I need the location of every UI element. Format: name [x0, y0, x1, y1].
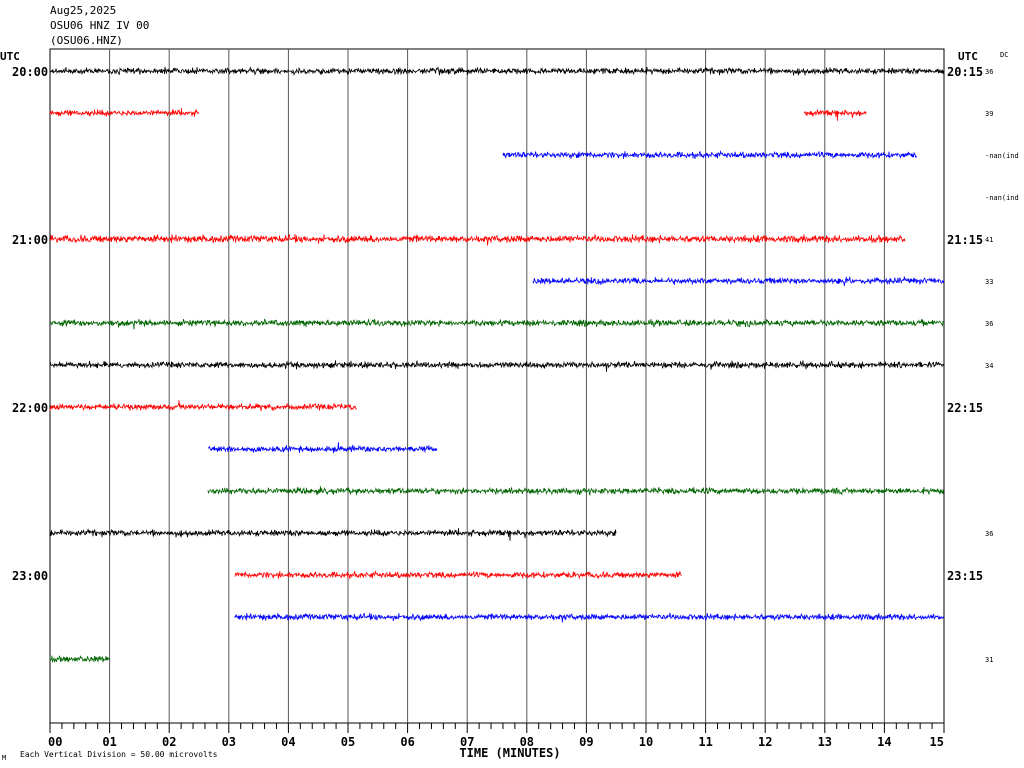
seismic-trace	[234, 570, 683, 580]
dc-value-label: 41	[985, 236, 993, 244]
footer-text: Each Vertical Division = 50.00 microvolt…	[20, 750, 218, 759]
seismic-trace	[234, 612, 945, 623]
right-hour-label: 22:15	[947, 401, 983, 415]
dc-value-label: 34	[985, 362, 993, 370]
footer-mark: M	[2, 754, 6, 762]
utc-right-label: UTC	[958, 50, 978, 63]
dc-value-label: -nan(ind	[985, 152, 1019, 160]
right-hour-label: 21:15	[947, 233, 983, 247]
seismic-trace	[207, 442, 438, 454]
x-tick-label: 10	[639, 735, 653, 749]
dc-value-label: 36	[985, 320, 993, 328]
dc-header-label: DC	[1000, 51, 1008, 59]
dc-value-label: -nan(ind	[985, 194, 1019, 202]
plot-channel: OSU06 HNZ IV 00	[50, 19, 150, 32]
x-tick-label: 03	[222, 735, 236, 749]
seismic-trace	[49, 108, 200, 117]
seismic-trace	[49, 359, 945, 372]
dc-value-label: 33	[985, 278, 993, 286]
x-tick-label: 09	[579, 735, 593, 749]
seismic-trace	[49, 66, 945, 76]
seismic-trace	[49, 528, 617, 541]
left-hour-label: 23:00	[12, 569, 48, 583]
x-tick-label: 01	[102, 735, 116, 749]
x-tick-label: 13	[818, 735, 832, 749]
left-hour-label: 21:00	[12, 233, 48, 247]
x-tick-label: 04	[281, 735, 295, 749]
seismic-trace	[49, 655, 110, 664]
x-tick-label: 07	[460, 735, 474, 749]
x-tick-label: 08	[520, 735, 534, 749]
seismic-trace	[49, 233, 906, 246]
seismic-trace	[49, 318, 945, 330]
x-tick-label: 14	[877, 735, 891, 749]
x-tick-label: 05	[341, 735, 355, 749]
dc-value-label: 36	[985, 530, 993, 538]
x-tick-label: 00	[48, 735, 62, 749]
dc-value-label: 31	[985, 656, 993, 664]
x-tick-label: 15	[930, 735, 944, 749]
seismic-trace	[207, 486, 945, 496]
left-hour-label: 22:00	[12, 401, 48, 415]
x-axis-title: TIME (MINUTES)	[459, 746, 560, 760]
right-hour-label: 23:15	[947, 569, 983, 583]
x-tick-label: 06	[400, 735, 414, 749]
left-hour-label: 20:00	[12, 65, 48, 79]
seismic-trace	[803, 109, 867, 121]
utc-left-label: UTC	[0, 50, 20, 63]
seismic-trace	[532, 275, 945, 287]
seismic-trace	[502, 150, 918, 160]
plot-station: (OSU06.HNZ)	[50, 34, 123, 47]
plot-frame	[49, 48, 945, 724]
dc-value-label: 39	[985, 110, 993, 118]
dc-value-label: 36	[985, 68, 993, 76]
right-hour-label: 20:15	[947, 65, 983, 79]
x-tick-label: 12	[758, 735, 772, 749]
seismic-trace	[49, 400, 357, 412]
plot-date: Aug25,2025	[50, 4, 117, 17]
x-tick-label: 11	[698, 735, 712, 749]
x-tick-label: 02	[162, 735, 176, 749]
